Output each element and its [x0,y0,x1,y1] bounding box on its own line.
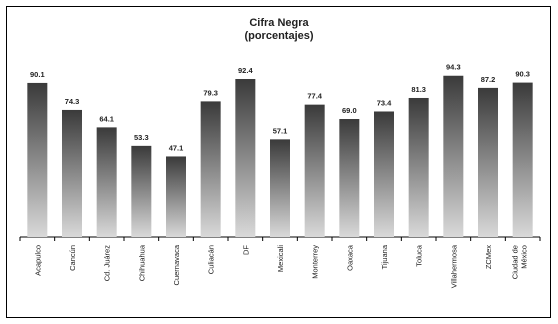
data-label-5: 79.3 [203,88,218,97]
bar-14 [512,82,533,237]
category-label-12: Villahermosa [449,244,458,288]
bar-10 [374,111,394,237]
bar-11 [408,97,429,238]
category-label-5: Culiacán [207,245,216,274]
data-label-6: 92.4 [238,66,253,75]
data-label-8: 77.4 [307,92,322,101]
bar-6 [235,78,256,237]
chart-title: Cifra Negra [249,17,309,29]
bar-3 [131,145,152,237]
data-label-7: 57.1 [273,126,288,135]
bars-group [27,75,533,238]
bar-13 [478,87,498,237]
ticks-group [19,237,541,241]
data-label-12: 94.3 [446,63,461,72]
bar-5 [200,101,221,237]
data-label-13: 87.2 [481,75,496,84]
category-label-0: Acapulco [33,245,42,276]
bar-0 [27,82,48,237]
category-label-8: Monterrey [311,245,320,279]
bar-1 [62,109,82,237]
data-labels-group: 90.1 74.3 64.1 53.3 47.1 79.3 92.4 57.1 77.4 69.0… [30,63,530,153]
bar-12 [443,75,464,237]
category-label-3: Chihuahua [137,244,146,281]
category-label-4: Cuernavaca [172,244,181,285]
bar-9 [339,119,360,237]
bar-4 [166,156,186,237]
category-label-11: Toluca [415,244,424,267]
data-label-10: 73.4 [377,98,392,107]
category-label-2: Cd. Juárez [103,245,112,282]
bar-7 [270,139,290,237]
data-label-9: 69.0 [342,106,357,115]
data-label-1: 74.3 [65,97,80,106]
data-label-2: 64.1 [99,114,114,123]
data-label-4: 47.1 [169,143,184,152]
category-label-1: Cancún [68,245,77,271]
category-labels-group: Acapulco Cancún Cd. Juárez Chihuahua Cuernav… [33,244,528,288]
category-label-14: Ciudad deMéxico [511,245,529,279]
bar-2 [96,127,117,237]
data-label-14: 90.3 [515,70,530,79]
category-label-13: ZCMex [484,245,493,269]
category-label-9: Oaxaca [345,244,354,271]
data-label-11: 81.3 [411,85,426,94]
category-label-10: Tijuana [380,244,389,269]
bar-8 [304,104,325,237]
data-label-0: 90.1 [30,70,45,79]
category-label-6: DF [241,245,250,255]
category-label-7: Mexicali [276,245,285,272]
data-label-3: 53.3 [134,133,149,142]
chart-subtitle: (porcentajes) [244,30,313,42]
